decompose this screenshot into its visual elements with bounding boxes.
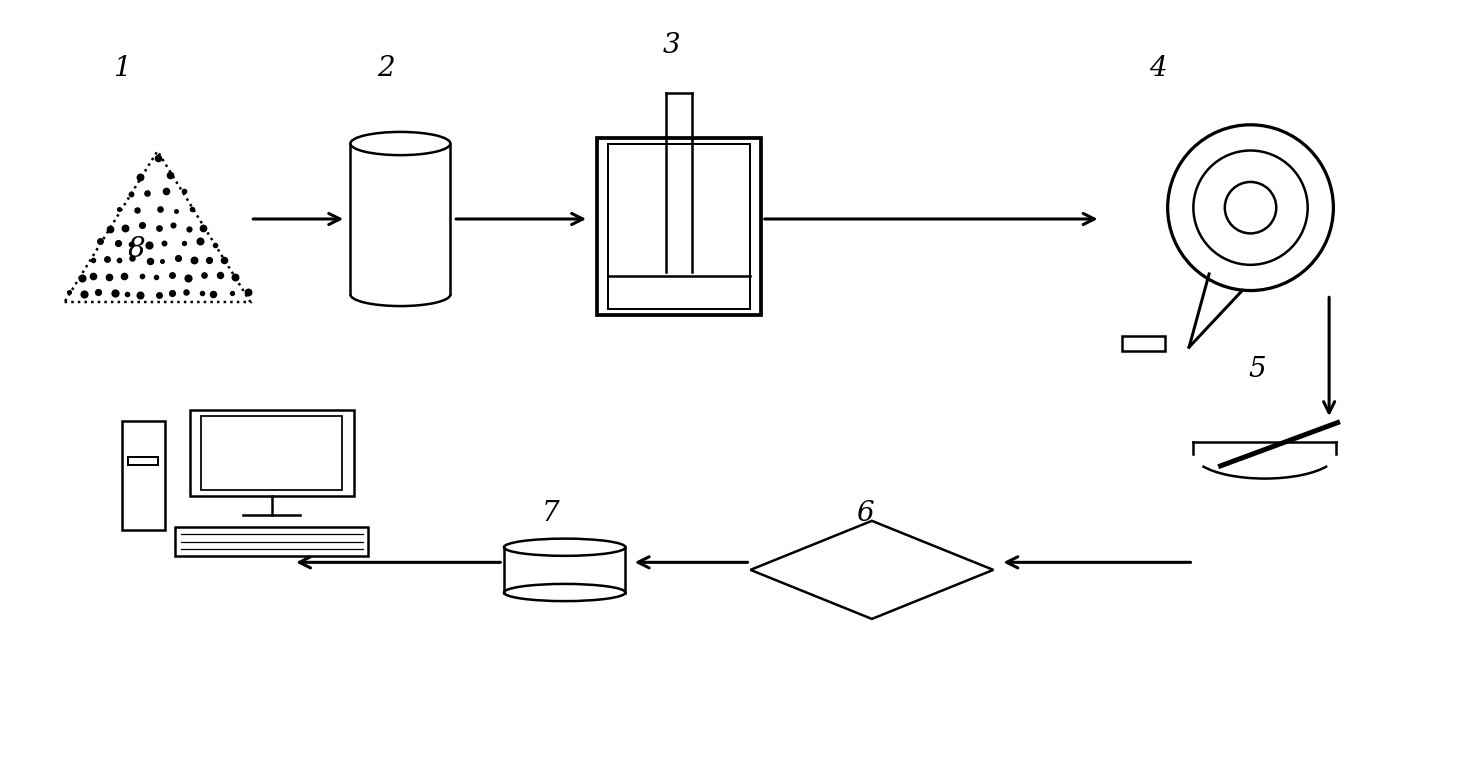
Text: 5: 5 (1250, 357, 1267, 383)
Text: 8: 8 (127, 236, 144, 263)
Text: 4: 4 (1149, 55, 1166, 82)
Text: 6: 6 (856, 500, 873, 527)
Text: 1: 1 (112, 55, 131, 82)
Text: 3: 3 (663, 32, 681, 59)
Text: 7: 7 (541, 500, 560, 527)
Text: 2: 2 (378, 55, 395, 82)
